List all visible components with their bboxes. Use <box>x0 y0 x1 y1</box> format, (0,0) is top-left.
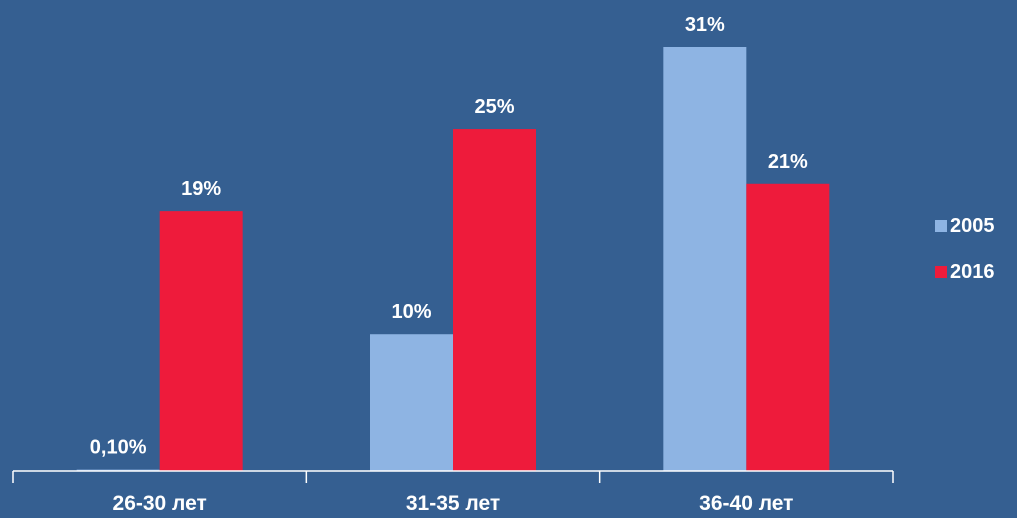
bar-2005-2 <box>370 334 453 471</box>
legend-label-2016: 2016 <box>950 260 995 283</box>
category-label-3: 36-40 лет <box>699 492 793 515</box>
x-axis-ticks-group <box>12 471 894 483</box>
value-labels-group: 0,10% 19% 10% 25% 31% 21% <box>90 14 808 459</box>
bar-2016-2 <box>453 129 536 471</box>
value-label-2005-1: 0,10% <box>90 437 147 459</box>
value-label-2016-3: 21% <box>768 151 808 173</box>
value-label-2016-2: 25% <box>474 96 514 118</box>
bar-2016-1 <box>159 211 243 471</box>
value-label-2016-1: 19% <box>181 178 221 200</box>
legend: 2005 2016 <box>935 214 995 306</box>
legend-item-2016: 2016 <box>935 260 995 284</box>
value-label-2005-2: 10% <box>391 301 431 323</box>
value-label-2005-3: 31% <box>685 14 725 36</box>
category-label-1: 26-30 лет <box>113 492 207 515</box>
category-labels-group: 26-30 лет 31-35 лет 36-40 лет <box>113 492 794 515</box>
legend-item-2005: 2005 <box>935 214 995 238</box>
category-label-2: 31-35 лет <box>406 492 500 515</box>
legend-swatch-2005 <box>935 220 947 232</box>
legend-label-2005: 2005 <box>950 214 995 237</box>
bars-group <box>76 47 830 471</box>
bar-2005-3 <box>663 47 747 471</box>
bar-2016-3 <box>746 183 830 471</box>
legend-swatch-2016 <box>935 266 947 278</box>
